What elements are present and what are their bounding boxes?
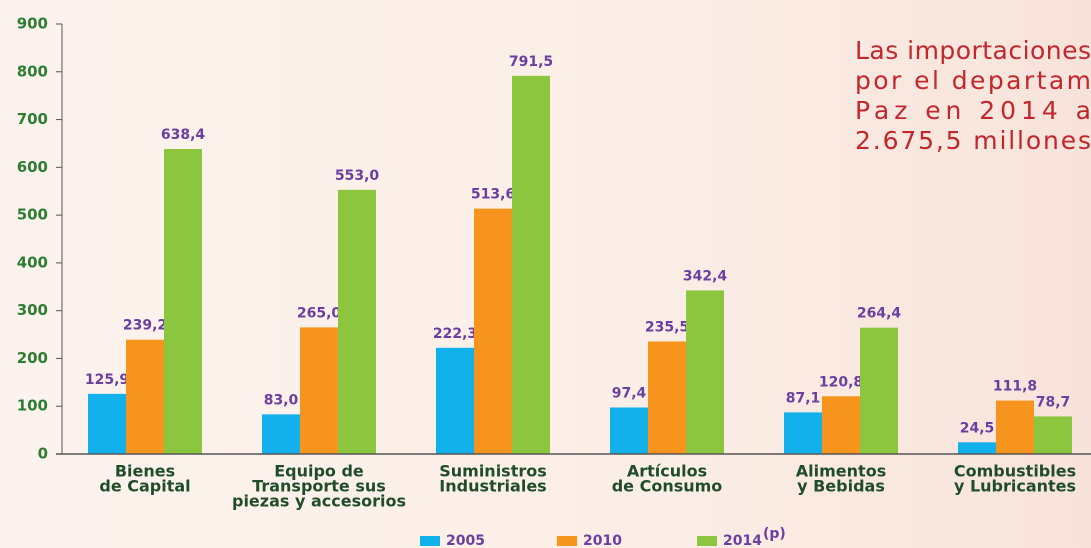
bar	[610, 407, 648, 454]
legend-swatch	[420, 536, 440, 546]
bar	[126, 339, 164, 454]
value-label: 791,5	[509, 54, 553, 70]
y-tick-label: 500	[17, 206, 48, 224]
x-tick-label: Artículos	[627, 462, 707, 481]
value-label: 239,2	[123, 318, 167, 334]
bar	[648, 341, 686, 454]
bar	[474, 208, 512, 454]
x-tick-label: de Capital	[99, 477, 190, 496]
bar	[1034, 416, 1072, 454]
x-tick-label: Transporte sus	[252, 477, 386, 496]
annotation: Las importaciones	[855, 36, 1091, 65]
x-tick-label: Suministros	[439, 462, 547, 481]
legend-superscript: (p)	[763, 526, 786, 542]
legend-swatch	[697, 536, 717, 546]
value-label: 97,4	[612, 385, 647, 401]
y-tick-label: 400	[17, 253, 48, 271]
legend-label: 2005	[446, 533, 485, 548]
x-tick-label: Bienes	[115, 462, 175, 481]
annotation: Paz en 2014 a	[855, 96, 1091, 125]
bar	[784, 412, 822, 454]
bar	[512, 75, 550, 454]
bar	[822, 396, 860, 454]
value-label: 264,4	[857, 306, 902, 322]
value-label: 638,4	[161, 127, 206, 143]
x-tick-label: Combustibles	[954, 462, 1076, 481]
value-label: 120,8	[819, 374, 863, 390]
legend-label: 2014	[723, 533, 762, 548]
value-label: 83,0	[264, 392, 299, 408]
y-tick-label: 100	[17, 397, 48, 415]
value-label: 111,8	[993, 379, 1037, 395]
x-tick-label: Industriales	[439, 477, 546, 496]
bar	[860, 327, 898, 454]
value-label: 24,5	[960, 420, 995, 436]
y-tick-label: 900	[17, 15, 48, 33]
x-tick-label: de Consumo	[612, 477, 723, 496]
value-label: 125,9	[85, 372, 129, 388]
y-tick-label: 800	[17, 62, 48, 80]
x-tick-label: piezas y accesorios	[232, 492, 406, 511]
value-label: 553,0	[335, 168, 380, 184]
legend-label: 2010	[583, 533, 622, 548]
y-tick-label: 0	[38, 445, 48, 463]
bar	[262, 414, 300, 454]
y-tick-label: 200	[17, 349, 48, 367]
value-label: 222,3	[433, 326, 477, 342]
legend-swatch	[557, 536, 577, 546]
value-label: 342,4	[683, 268, 728, 284]
bar	[958, 442, 996, 454]
x-tick-label: Equipo de	[274, 462, 364, 481]
x-tick-label: Alimentos	[796, 462, 886, 481]
y-tick-label: 600	[17, 158, 48, 176]
bar	[436, 347, 474, 454]
bar	[88, 393, 126, 454]
bar	[164, 148, 202, 454]
bar	[300, 327, 338, 454]
bar	[996, 400, 1034, 454]
y-tick-label: 700	[17, 110, 48, 128]
x-tick-label: y Lubricantes	[954, 477, 1076, 496]
bar	[338, 189, 376, 455]
value-label: 513,6	[471, 187, 515, 203]
annotation: 2.675,5 millones	[855, 126, 1091, 155]
value-label: 87,1	[786, 390, 821, 406]
y-tick-label: 300	[17, 301, 48, 319]
bar	[686, 290, 724, 454]
value-label: 235,5	[645, 319, 689, 335]
x-tick-label: y Bebidas	[797, 477, 885, 496]
annotation: por el departam	[855, 66, 1091, 95]
value-label: 265,0	[297, 305, 342, 321]
value-label: 78,7	[1036, 394, 1071, 410]
